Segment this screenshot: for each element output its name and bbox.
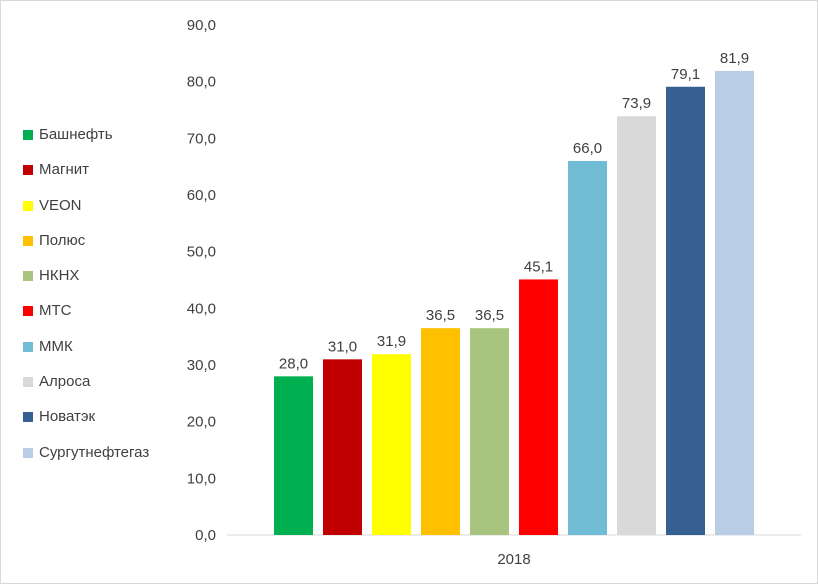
data-label: 66,0 [573,140,602,157]
legend-swatch [23,412,33,423]
bar [323,359,362,535]
legend-item: Алроса [23,368,173,403]
legend: Башнефть Магнит VEON Полюс НКНХ МТС ММК Алроса Н… [23,121,173,474]
legend-label: МТС [39,302,72,320]
legend-item: Сургутнефтегаз [23,439,173,474]
legend-item: Магнит [23,156,173,191]
data-label: 28,0 [279,355,308,372]
bar [274,376,313,535]
y-tick-label: 50,0 [187,244,216,261]
bar [519,279,558,535]
legend-item: VEON [23,192,173,227]
y-tick-label: 10,0 [187,470,216,487]
y-tick-label: 60,0 [187,187,216,204]
legend-swatch [23,447,33,458]
legend-label: ММК [39,337,73,355]
data-label: 31,9 [377,333,406,350]
legend-item: Новатэк [23,403,173,438]
legend-item: ММК [23,333,173,368]
legend-swatch [23,130,33,140]
legend-swatch [23,341,33,352]
legend-swatch [23,271,33,282]
y-tick-label: 80,0 [187,74,216,91]
y-tick-label: 20,0 [187,414,216,431]
y-axis-ticks: 0,0 10,0 20,0 30,0 40,0 50,0 60,0 70,0 80,0 90,0 [187,17,216,544]
legend-item: Полюс [23,227,173,262]
legend-label: НКНХ [39,267,80,285]
legend-item: НКНХ [23,262,173,297]
bar [568,161,607,535]
bar [715,70,754,536]
data-label: 36,5 [475,307,504,324]
bar [470,328,509,535]
data-label: 73,9 [622,95,651,112]
y-tick-label: 30,0 [187,357,216,374]
data-label: 31,0 [328,338,357,355]
y-tick-label: 0,0 [195,527,216,544]
legend-label: Полюс [39,231,86,249]
legend-label: Алроса [39,373,91,391]
data-labels: 28,0 31,0 31,9 36,5 36,5 45,1 66,0 73,9 79,1 81,9 [279,50,749,372]
bar [617,116,656,535]
bar [421,328,460,535]
legend-swatch [23,200,33,211]
y-tick-label: 70,0 [187,130,216,147]
legend-label: Башнефть [39,126,113,143]
data-label: 45,1 [524,258,553,275]
legend-label: Магнит [39,161,90,179]
legend-label: Сургутнефтегаз [39,443,150,461]
legend-swatch [23,377,33,388]
bar [372,354,411,535]
legend-item: МТС [23,297,173,332]
bar [666,86,705,536]
legend-label: Новатэк [39,408,96,426]
y-tick-label: 40,0 [187,300,216,317]
data-label: 36,5 [426,307,455,324]
legend-swatch [23,165,33,176]
data-label: 79,1 [671,66,700,83]
legend-item: Башнефть [23,121,173,156]
bars [274,70,754,536]
x-tick-label: 2018 [497,551,530,568]
legend-swatch [23,235,33,246]
y-tick-label: 90,0 [187,17,216,34]
data-label: 81,9 [720,50,749,67]
legend-swatch [23,306,33,317]
legend-label: VEON [39,196,82,214]
